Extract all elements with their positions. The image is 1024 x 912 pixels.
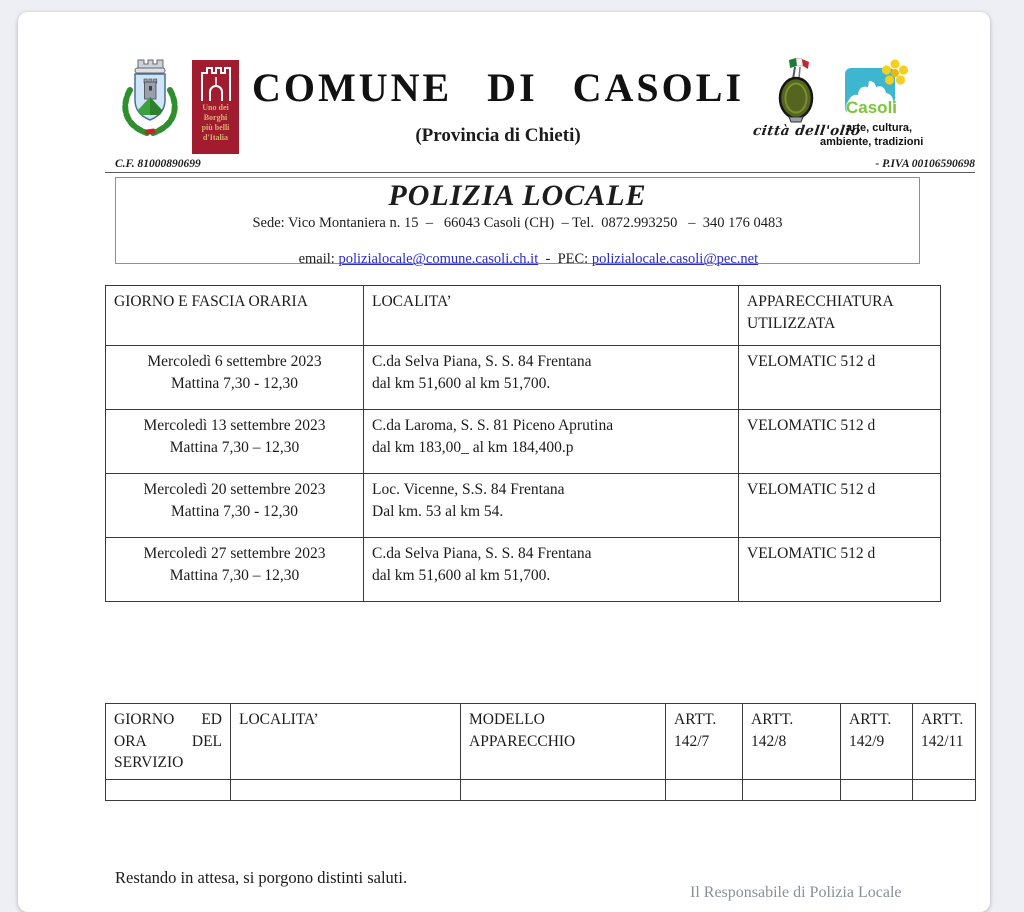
row-time: Mattina 7,30 - 12,30: [171, 502, 298, 520]
service-header-row: GIORNO ED ORA DEL SERVIZIO LOCALITA’ MOD…: [105, 702, 976, 781]
casoli-tagline-1: arte, cultura,: [846, 122, 913, 134]
schedule-header-giorno: GIORNO E FASCIA ORARIA: [105, 285, 364, 346]
service-table: GIORNO ED ORA DEL SERVIZIO LOCALITA’ MOD…: [105, 702, 976, 802]
vat-number: - P.IVA 00106590698: [875, 158, 975, 170]
schedule-header-apparecchiatura: APPARECCHIATURA UTILIZZATA: [738, 285, 941, 346]
schedule-row: Mercoledì 20 settembre 2023 Mattina 7,30…: [105, 473, 941, 538]
pec-link[interactable]: polizialocale.casoli@pec.net: [591, 251, 759, 267]
row-location-road: Loc. Vicenne, S.S. 84 Frentana: [372, 481, 565, 498]
row-location-km: dal km 51,600 al km 51,700.: [372, 374, 551, 392]
row-location-km: dal km 183,00_ al km 184,400.p: [372, 438, 574, 456]
casoli-logo-name: Casoli: [846, 98, 898, 117]
schedule-cell-date: Mercoledì 27 settembre 2023 Mattina 7,30…: [105, 537, 364, 602]
office-title: POLIZIA LOCALE: [388, 179, 647, 212]
page-subtitle: (Provincia di Chieti): [415, 125, 581, 146]
service-header-artt-142-8: ARTT. 142/8: [742, 702, 841, 781]
badge-caption: Uno dei Borghi più belli d'Italia: [201, 103, 230, 142]
schedule-header-localita: LOCALITA’: [363, 285, 739, 346]
office-contact-line: email: polizialocale@comune.casoli.ch.it…: [116, 234, 919, 285]
service-empty-cell: [665, 779, 743, 802]
signature-line-clipped: Il Responsabile di Polizia Locale: [690, 884, 902, 901]
document-page: Uno dei Borghi più belli d'Italia COMUNE…: [18, 12, 990, 912]
row-location-km: dal km 51,600 al km 51,700.: [372, 566, 551, 584]
email-label: email:: [298, 251, 339, 267]
fiscal-code: C.F. 81000890699: [115, 158, 201, 170]
schedule-cell-date: Mercoledì 13 settembre 2023 Mattina 7,30…: [105, 409, 364, 474]
row-location-road: C.da Selva Piana, S. S. 84 Frentana: [372, 353, 592, 370]
flower-icon: [880, 58, 910, 93]
office-address-line: Sede: Vico Montaniera n. 15 – 66043 Caso…: [252, 215, 783, 231]
service-empty-cell: [460, 779, 666, 802]
row-location-road: C.da Selva Piana, S. S. 84 Frentana: [372, 545, 592, 562]
casoli-tagline-2: ambiente, tradizioni: [820, 136, 924, 148]
schedule-cell-device: VELOMATIC 512 d: [738, 345, 941, 410]
schedule-row: Mercoledì 6 settembre 2023 Mattina 7,30 …: [105, 345, 941, 410]
borghi-piu-belli-badge: Uno dei Borghi più belli d'Italia: [192, 60, 239, 154]
row-location-km: Dal km. 53 al km 54.: [372, 502, 504, 520]
municipal-crest-icon: [122, 59, 178, 136]
page-title: COMUNE DI CASOLI: [251, 65, 745, 110]
castle-icon: [194, 63, 237, 103]
service-header-modello: MODELLO APPARECCHIO: [460, 702, 666, 781]
row-date: Mercoledì 6 settembre 2023: [147, 353, 322, 370]
schedule-cell-date: Mercoledì 20 settembre 2023 Mattina 7,30…: [105, 473, 364, 538]
schedule-cell-location: C.da Selva Piana, S. S. 84 Frentana dal …: [363, 345, 739, 410]
email-link[interactable]: polizialocale@comune.casoli.ch.it: [338, 251, 539, 267]
row-date: Mercoledì 13 settembre 2023: [143, 417, 326, 434]
schedule-cell-location: C.da Selva Piana, S. S. 84 Frentana dal …: [363, 537, 739, 602]
service-header-artt-142-7: ARTT. 142/7: [665, 702, 743, 781]
schedule-header-row: GIORNO E FASCIA ORARIA LOCALITA’ APPAREC…: [105, 285, 941, 346]
casoli-skyline-icon: [845, 68, 895, 114]
row-location-road: C.da Laroma, S. S. 81 Piceno Aprutina: [372, 417, 614, 434]
schedule-cell-device: VELOMATIC 512 d: [738, 537, 941, 602]
service-empty-cell: [105, 779, 231, 802]
schedule-row: Mercoledì 13 settembre 2023 Mattina 7,30…: [105, 409, 941, 474]
service-header-artt-142-9: ARTT. 142/9: [840, 702, 913, 781]
service-empty-cell: [230, 779, 461, 802]
row-date: Mercoledì 27 settembre 2023: [143, 545, 326, 562]
schedule-table: GIORNO E FASCIA ORARIA LOCALITA’ APPAREC…: [105, 285, 941, 602]
pec-label: - PEC:: [538, 251, 592, 267]
service-empty-cell: [742, 779, 841, 802]
service-empty-cell: [840, 779, 913, 802]
schedule-cell-location: C.da Laroma, S. S. 81 Piceno Aprutina da…: [363, 409, 739, 474]
casoli-tourism-logo: Casoli arte, cultura, ambiente, tradizio…: [818, 58, 988, 170]
office-header-box: POLIZIA LOCALE Sede: Vico Montaniera n. …: [115, 177, 920, 267]
service-empty-row: [105, 779, 976, 802]
schedule-cell-device: VELOMATIC 512 d: [738, 473, 941, 538]
schedule-row: Mercoledì 27 settembre 2023 Mattina 7,30…: [105, 537, 941, 602]
closing-line: Restando in attesa, si porgono distinti …: [115, 868, 408, 887]
schedule-cell-location: Loc. Vicenne, S.S. 84 Frentana Dal km. 5…: [363, 473, 739, 538]
row-time: Mattina 7,30 – 12,30: [169, 438, 300, 456]
row-time: Mattina 7,30 – 12,30: [169, 566, 300, 584]
row-date: Mercoledì 20 settembre 2023: [143, 481, 326, 498]
schedule-cell-date: Mercoledì 6 settembre 2023 Mattina 7,30 …: [105, 345, 364, 410]
olive-icon: [778, 57, 814, 123]
schedule-cell-device: VELOMATIC 512 d: [738, 409, 941, 474]
row-time: Mattina 7,30 - 12,30: [171, 374, 298, 392]
service-header-artt-142-11: ARTT. 142/11: [912, 702, 976, 781]
service-header-localita: LOCALITA’: [230, 702, 461, 781]
header-divider: [105, 172, 975, 173]
service-empty-cell: [912, 779, 976, 802]
citta-dell-olio-logo: città dell'olio: [752, 57, 863, 157]
service-header-giorno: GIORNO ED ORA DEL SERVIZIO: [105, 702, 231, 781]
